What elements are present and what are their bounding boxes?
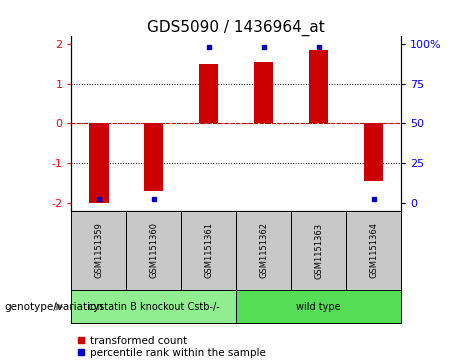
- Bar: [89, 123, 108, 203]
- Polygon shape: [346, 211, 401, 290]
- Text: GSM1151364: GSM1151364: [369, 223, 378, 278]
- Polygon shape: [291, 211, 346, 290]
- Text: GSM1151361: GSM1151361: [204, 223, 213, 278]
- Bar: [254, 62, 273, 123]
- Text: genotype/variation: genotype/variation: [5, 302, 104, 312]
- Polygon shape: [71, 290, 236, 323]
- Text: GSM1151362: GSM1151362: [259, 223, 268, 278]
- Text: GSM1151360: GSM1151360: [149, 223, 159, 278]
- Polygon shape: [236, 211, 291, 290]
- Polygon shape: [181, 211, 236, 290]
- Text: wild type: wild type: [296, 302, 341, 312]
- Text: GSM1151363: GSM1151363: [314, 223, 323, 278]
- Polygon shape: [236, 290, 401, 323]
- Text: GSM1151359: GSM1151359: [95, 223, 103, 278]
- Legend: transformed count, percentile rank within the sample: transformed count, percentile rank withi…: [77, 335, 266, 358]
- Bar: [199, 64, 219, 123]
- Text: cystatin B knockout Cstb-/-: cystatin B knockout Cstb-/-: [88, 302, 220, 312]
- Title: GDS5090 / 1436964_at: GDS5090 / 1436964_at: [148, 20, 325, 36]
- Polygon shape: [71, 211, 126, 290]
- Bar: [364, 123, 383, 181]
- Polygon shape: [126, 211, 181, 290]
- Bar: [144, 123, 164, 191]
- Bar: [309, 50, 328, 123]
